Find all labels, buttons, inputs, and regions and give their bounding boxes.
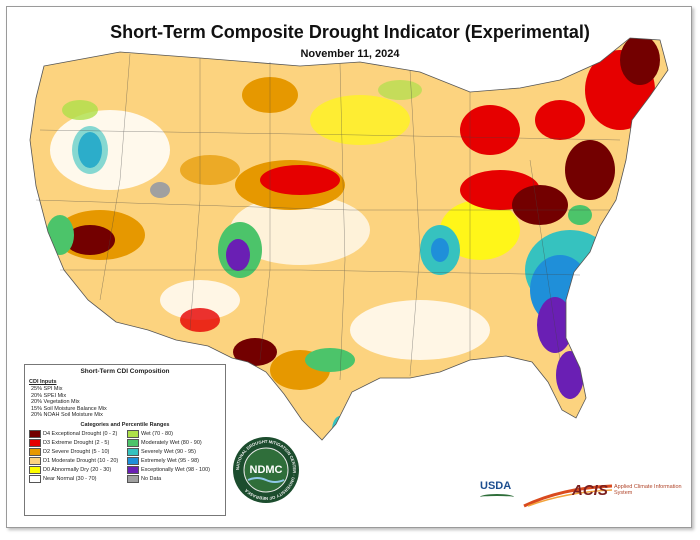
acis-swoosh-icon — [523, 484, 613, 508]
legend-input: 15% Soil Moisture Balance Mix — [31, 405, 107, 412]
legend-heading: Short-Term CDI Composition — [80, 368, 170, 375]
legend-inputs-heading: CDI Inputs — [29, 379, 57, 385]
legend-swatch — [127, 447, 139, 456]
legend-swatch — [127, 465, 139, 474]
legend-swatch — [29, 456, 41, 465]
legend-categories-heading: Categories and Percentile Ranges — [80, 421, 170, 428]
ndmc-text: NDMC — [250, 464, 283, 476]
legend-swatch — [29, 429, 41, 438]
usda-wave-icon — [480, 494, 514, 500]
legend-swatch — [127, 438, 139, 447]
legend-category-item: D4 Exceptional Drought (0 - 2) — [29, 429, 123, 438]
legend-category-label: Moderately Wet (80 - 90) — [141, 439, 202, 446]
legend-category-item: Severely Wet (90 - 95) — [127, 447, 221, 456]
legend-category-grid: D4 Exceptional Drought (0 - 2) Wet (70 - … — [29, 429, 221, 483]
legend-category-item: Wet (70 - 80) — [127, 429, 221, 438]
legend-category-item: D2 Severe Drought (5 - 10) — [29, 447, 123, 456]
map-title: Short-Term Composite Drought Indicator (… — [110, 22, 590, 42]
legend-swatch — [127, 456, 139, 465]
legend-input: 20% NOAH Soil Moisture Mix — [31, 412, 103, 419]
legend-swatch — [127, 474, 139, 483]
legend-input: 25% SPI Mix — [31, 386, 63, 392]
ndmc-logo: NATIONAL DROUGHT MITIGATION CENTER · UNI… — [233, 437, 299, 503]
acis-subtitle: Applied Climate Information System — [614, 484, 682, 496]
legend-category-label: D0 Abnormally Dry (20 - 30) — [43, 466, 112, 473]
legend-category-item: Exceptionally Wet (98 - 100) — [127, 465, 221, 474]
legend-category-label: Extremely Wet (95 - 98) — [141, 457, 199, 464]
state-boundaries — [35, 53, 621, 381]
legend-swatch — [127, 429, 139, 438]
legend-category-label: No Data — [141, 475, 162, 482]
legend-category-label: Severely Wet (90 - 95) — [141, 448, 196, 455]
legend-input: 20% SPEI Mix — [31, 392, 67, 399]
legend-box: Short-Term CDI Composition CDI Inputs 25… — [24, 364, 226, 516]
usda-logo: USDA — [480, 480, 512, 492]
legend-swatch — [29, 465, 41, 474]
legend-category-item: D0 Abnormally Dry (20 - 30) — [29, 465, 123, 474]
legend-category-item: Moderately Wet (80 - 90) — [127, 438, 221, 447]
legend-category-label: D1 Moderate Drought (10 - 20) — [43, 457, 119, 464]
legend-category-item: Near Normal (30 - 70) — [29, 474, 123, 483]
legend-category-item: Extremely Wet (95 - 98) — [127, 456, 221, 465]
legend-category-label: Near Normal (30 - 70) — [43, 475, 97, 482]
legend-category-item: D3 Extreme Drought (2 - 5) — [29, 438, 123, 447]
legend-input: 20% Vegetation Mix — [31, 399, 80, 406]
legend-swatch — [29, 438, 41, 447]
legend-category-label: D2 Severe Drought (5 - 10) — [43, 448, 110, 455]
map-date: November 11, 2024 — [300, 48, 400, 60]
acis-logo: ACIS — [572, 482, 608, 499]
legend-swatch — [29, 474, 41, 483]
legend-category-item: No Data — [127, 474, 221, 483]
legend-category-item: D1 Moderate Drought (10 - 20) — [29, 456, 123, 465]
legend-category-label: Wet (70 - 80) — [141, 430, 173, 437]
legend-category-label: D3 Extreme Drought (2 - 5) — [43, 439, 110, 446]
legend-swatch — [29, 447, 41, 456]
legend-category-label: Exceptionally Wet (98 - 100) — [141, 466, 210, 473]
us-outline — [29, 37, 669, 441]
legend-category-label: D4 Exceptional Drought (0 - 2) — [43, 430, 118, 437]
